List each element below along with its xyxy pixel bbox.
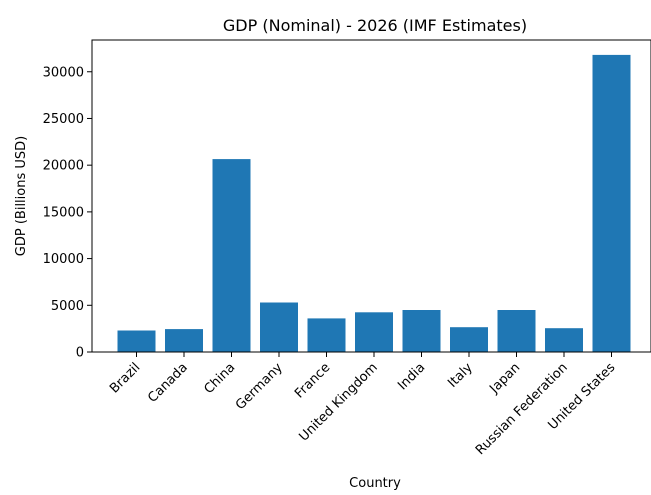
x-axis-label: Country [349,476,401,490]
bar-germany [260,302,298,352]
bar-united-kingdom [355,312,393,352]
x-tick-label: Italy [445,360,476,391]
y-tick-label: 25000 [43,112,84,127]
y-tick-label: 5000 [51,299,84,314]
plot-frame [91,39,651,353]
y-tick-label: 0 [76,346,84,361]
y-tick-label: 30000 [43,65,84,80]
x-tick-label: France [292,360,333,401]
bar-brazil [117,330,156,352]
y-tick-label: 15000 [43,205,84,220]
x-tick-label: Canada [145,360,191,406]
x-tick-label: Germany [233,360,286,413]
bar-italy [450,327,488,352]
x-tick-label: Russian Federation [473,360,571,458]
y-tick-label: 10000 [43,252,84,267]
chart-title: GDP (Nominal) - 2026 (IMF Estimates) [223,16,527,35]
bar-russian-federation [545,328,583,352]
bar-france [307,318,346,352]
bar-japan [497,310,536,352]
y-axis-label: GDP (Billions USD) [14,136,29,256]
bar-china [212,159,251,352]
x-tick-label: Brazil [107,360,143,396]
bar-india [402,310,441,352]
x-tick-label: India [395,360,428,393]
x-tick-label: China [201,360,238,397]
bars [117,54,631,353]
x-tick-label: Japan [486,360,523,397]
y-tick-label: 20000 [43,159,84,174]
bar-canada [165,329,203,352]
bar-united-states [592,54,631,353]
y-axis: 0 5000 10000 15000 20000 25000 30000 [43,65,92,361]
